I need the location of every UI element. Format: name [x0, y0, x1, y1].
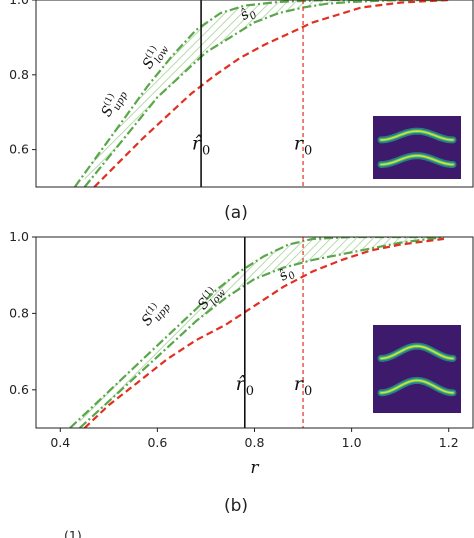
x-tick-label: 0.6: [147, 435, 167, 450]
x-tick-label: 0.4: [50, 435, 70, 450]
bound-band-hatch: [84, 0, 449, 187]
series-line-s-low: [83, 0, 449, 187]
x-tick-label: 1.0: [342, 435, 362, 450]
y-tick-label: 1.0: [9, 229, 29, 244]
vline-label-r-0: r0: [294, 373, 312, 399]
series-line-s-hat-0: [93, 0, 449, 187]
y-tick-label: 0.6: [9, 382, 29, 397]
x-axis-label: r: [250, 458, 259, 478]
inset-image: [373, 116, 461, 179]
figure-extras: (1): [64, 528, 82, 538]
series-line-s-upp: [73, 0, 449, 187]
x-tick-label: 0.8: [245, 435, 265, 450]
inset-image: [373, 325, 461, 413]
panel-caption: (b): [224, 496, 248, 516]
axes-frame: [35, 0, 474, 188]
panel-caption: (a): [224, 203, 248, 223]
y-tick-label: 0.8: [9, 67, 29, 82]
curve-label-s-upp: S(1)upp: [137, 295, 173, 332]
y-tick-label: 0.6: [9, 142, 29, 157]
x-tick-label: 1.2: [439, 435, 459, 450]
series-line-s-hat-0: [83, 237, 445, 428]
y-tick-label: 1.0: [9, 0, 29, 7]
y-tick-label: 0.8: [9, 305, 29, 320]
caption-fragment: (1): [64, 528, 82, 538]
